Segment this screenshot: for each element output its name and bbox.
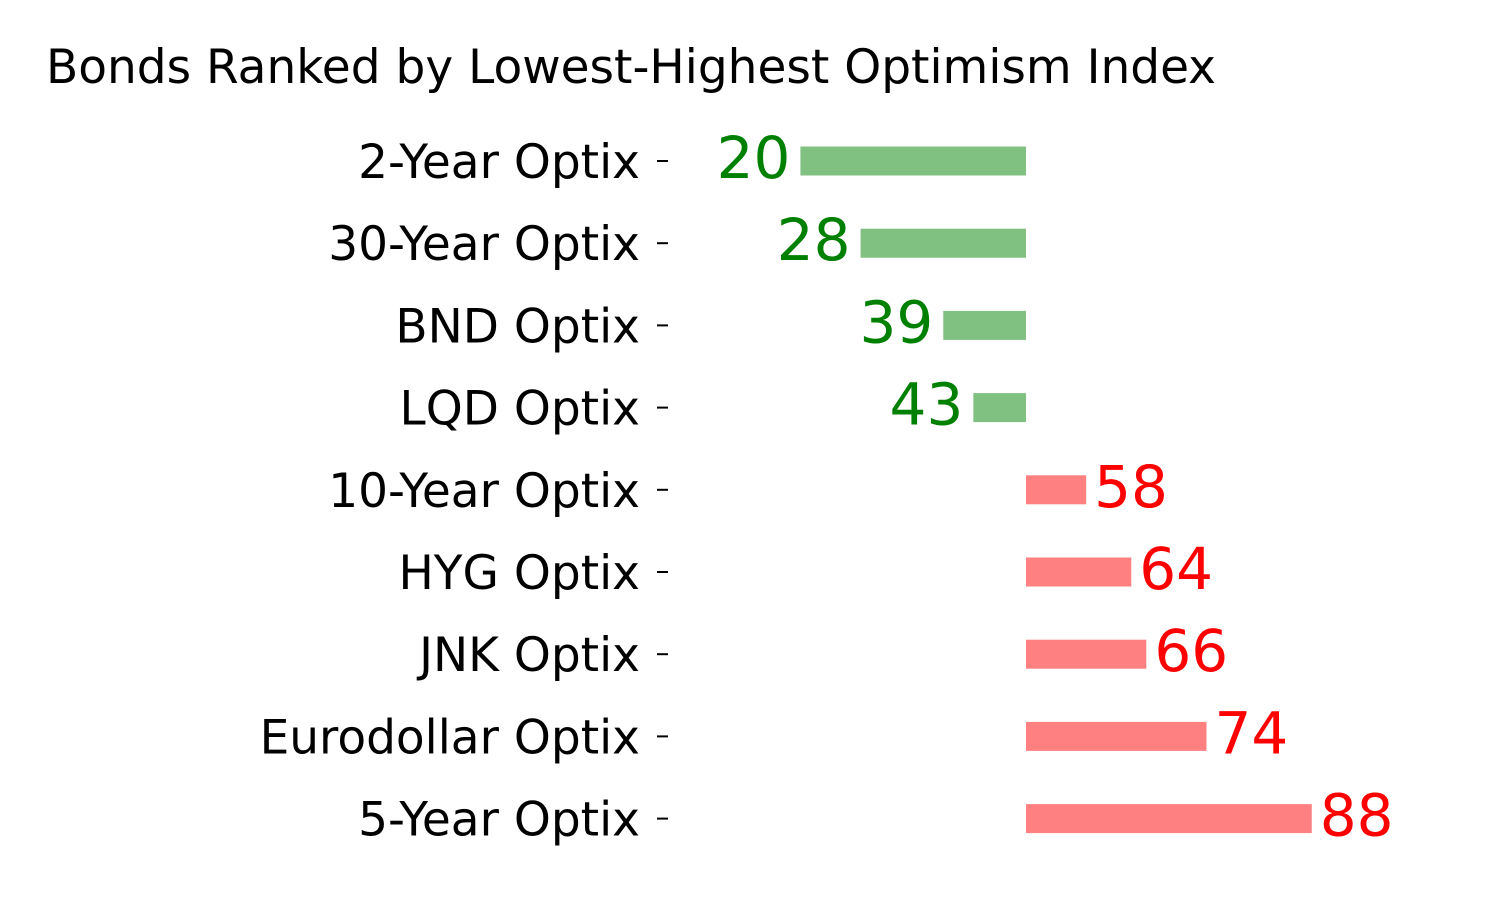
value-label: 58 <box>1094 453 1168 521</box>
chart-title: Bonds Ranked by Lowest-Highest Optimism … <box>46 40 1216 95</box>
bar <box>1026 721 1207 751</box>
bar <box>1026 475 1087 505</box>
category-label: 2-Year Optix <box>358 135 640 190</box>
bar <box>973 393 1026 423</box>
value-label: 66 <box>1154 617 1228 685</box>
category-label: LQD Optix <box>400 382 640 437</box>
category-label: JNK Optix <box>416 628 640 683</box>
category-label: 5-Year Optix <box>358 793 640 848</box>
category-label: 30-Year Optix <box>328 217 640 272</box>
bar <box>1026 557 1132 587</box>
value-label: 43 <box>890 371 964 439</box>
bar <box>1026 639 1147 669</box>
value-label: 88 <box>1320 782 1394 850</box>
bar <box>860 228 1026 258</box>
bar <box>800 146 1026 176</box>
bar <box>943 310 1026 340</box>
value-label: 64 <box>1139 535 1213 603</box>
bar <box>1026 804 1312 834</box>
category-label: Eurodollar Optix <box>260 710 640 765</box>
category-label: BND Optix <box>395 299 640 354</box>
value-label: 74 <box>1214 699 1288 767</box>
value-label: 39 <box>859 288 933 356</box>
value-label: 20 <box>717 124 791 192</box>
bars-layer: 2-Year Optix 20 30-Year Optix 28 BND Optix 39… <box>260 124 1394 850</box>
category-label: HYG Optix <box>398 546 640 601</box>
category-label: 10-Year Optix <box>328 464 640 519</box>
value-label: 28 <box>777 206 851 274</box>
